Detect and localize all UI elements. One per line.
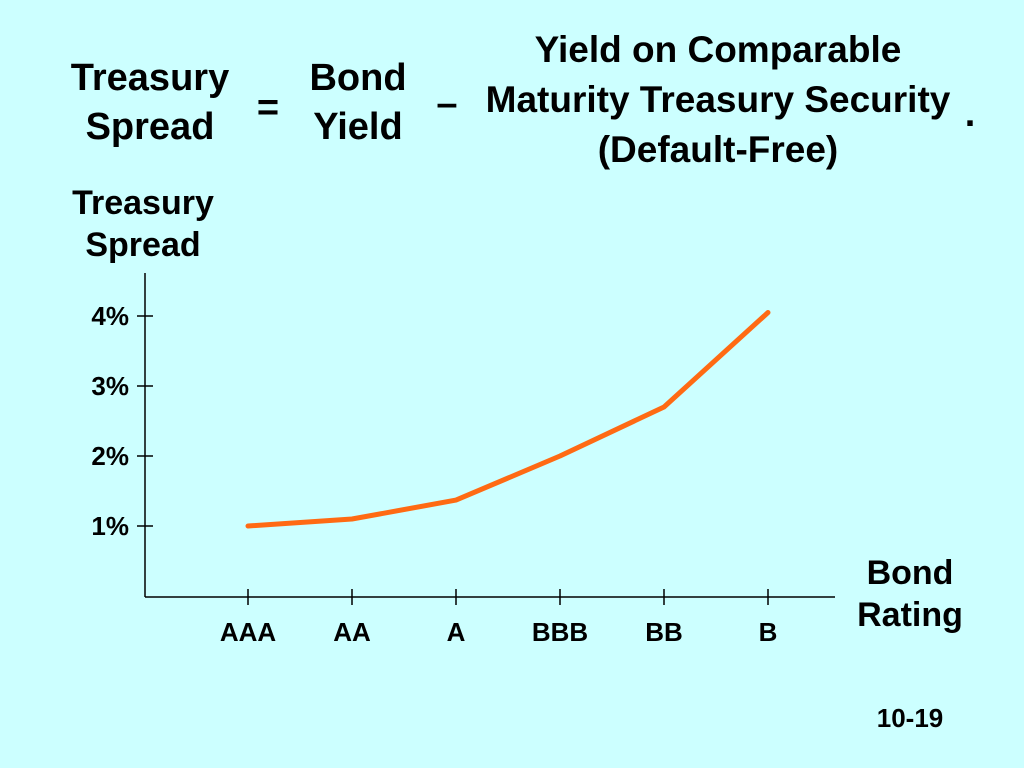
y-tick-label: 3% bbox=[91, 371, 129, 401]
y-axis-label: Treasury Spread bbox=[72, 184, 214, 264]
formula-treasury-yield: Yield on Comparable Maturity Treasury Se… bbox=[485, 29, 951, 170]
y-tick-label: 1% bbox=[91, 511, 129, 541]
page-number: 10-19 bbox=[876, 703, 944, 733]
formula-bond-yield: Bond Yield bbox=[309, 57, 407, 148]
formula-equals: = bbox=[256, 87, 280, 129]
x-tick-label: BBB bbox=[532, 617, 588, 647]
x-tick-label: BB bbox=[645, 617, 683, 647]
y-tick-label: 2% bbox=[91, 441, 129, 471]
spread-line bbox=[245, 310, 771, 529]
x-tick-label: A bbox=[447, 617, 466, 647]
x-tick-label: AA bbox=[333, 617, 371, 647]
x-tick-label: B bbox=[759, 617, 778, 647]
x-axis-label: Bond Rating bbox=[857, 554, 963, 634]
formula-minus: – bbox=[436, 83, 458, 125]
x-tick-label: AAA bbox=[220, 617, 277, 647]
formula-period: . bbox=[964, 93, 976, 135]
y-tick-label: 4% bbox=[91, 301, 129, 331]
formula-lhs: Treasury Spread bbox=[70, 57, 230, 148]
